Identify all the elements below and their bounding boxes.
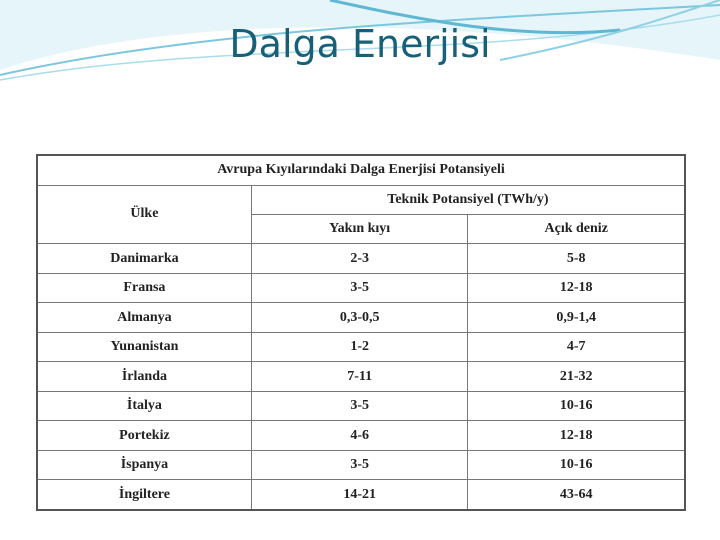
value-cell: 1-2 — [250, 331, 469, 363]
sub-header: Açık deniz — [467, 213, 686, 245]
value-cell: 5-8 — [467, 243, 686, 274]
value-cell: 3-5 — [250, 390, 469, 422]
value-cell: 12-18 — [467, 420, 686, 451]
value-cell: 21-32 — [467, 361, 686, 392]
table-row: Portekiz 4-6 12-18 — [36, 420, 686, 451]
table-caption: Avrupa Kıyılarındaki Dalga Enerjisi Pota… — [36, 154, 686, 186]
table-body: Avrupa Kıyılarındaki Dalga Enerjisi Pota… — [36, 154, 686, 511]
country-cell: Portekiz — [36, 420, 252, 451]
value-cell: 43-64 — [467, 479, 686, 511]
header-decoration — [0, 0, 720, 81]
value-cell: 3-5 — [250, 449, 469, 481]
country-cell: Almanya — [36, 302, 252, 333]
table-row: Almanya 0,3-0,5 0,9-1,4 — [36, 302, 686, 333]
value-cell: 10-16 — [467, 390, 686, 422]
table-row: İngiltere 14-21 43-64 — [36, 479, 686, 511]
value-cell: 7-11 — [250, 361, 469, 392]
country-cell: Danimarka — [36, 243, 252, 274]
group-header: Teknik Potansiyel (TWh/y) — [250, 184, 686, 215]
table-row: İtalya 3-5 10-16 — [36, 390, 686, 422]
value-cell: 4-6 — [250, 420, 469, 451]
table-row: İspanya 3-5 10-16 — [36, 449, 686, 481]
value-cell: 2-3 — [250, 243, 469, 274]
value-cell: 3-5 — [250, 272, 469, 304]
table-row: Yunanistan 1-2 4-7 — [36, 331, 686, 363]
subheader-row: Yakın kıyı Açık deniz — [37, 213, 686, 245]
country-cell: İrlanda — [36, 361, 252, 392]
value-cell: 4-7 — [467, 331, 686, 363]
value-cell: 12-18 — [467, 272, 686, 304]
value-cell: 10-16 — [467, 449, 686, 481]
country-cell: Yunanistan — [36, 331, 252, 363]
value-cell: 14-21 — [250, 479, 469, 511]
swoosh-line — [329, 0, 621, 35]
table-row: Fransa 3-5 12-18 — [36, 272, 686, 304]
value-cell: 0,9-1,4 — [467, 302, 686, 333]
country-cell: İngiltere — [36, 479, 252, 511]
table-row: İrlanda 7-11 21-32 — [36, 361, 686, 392]
table-row: Danimarka 2-3 5-8 — [36, 243, 686, 274]
swoosh-line — [499, 0, 720, 61]
swoosh — [0, 0, 720, 70]
country-cell: İtalya — [36, 390, 252, 422]
swoosh-line — [0, 4, 720, 76]
sub-header: Yakın kıyı — [250, 213, 469, 245]
slide-title: Dalga Enerjisi — [229, 22, 491, 66]
country-cell: İspanya — [36, 449, 252, 481]
caption-row: Avrupa Kıyılarındaki Dalga Enerjisi Pota… — [36, 154, 686, 186]
country-cell: Fransa — [36, 272, 252, 304]
value-cell: 0,3-0,5 — [250, 302, 469, 333]
data-table: Avrupa Kıyılarındaki Dalga Enerjisi Pota… — [36, 154, 686, 511]
country-header: Ülke — [36, 184, 252, 245]
header-row: Ülke Teknik Potansiyel (TWh/y) — [36, 184, 686, 245]
